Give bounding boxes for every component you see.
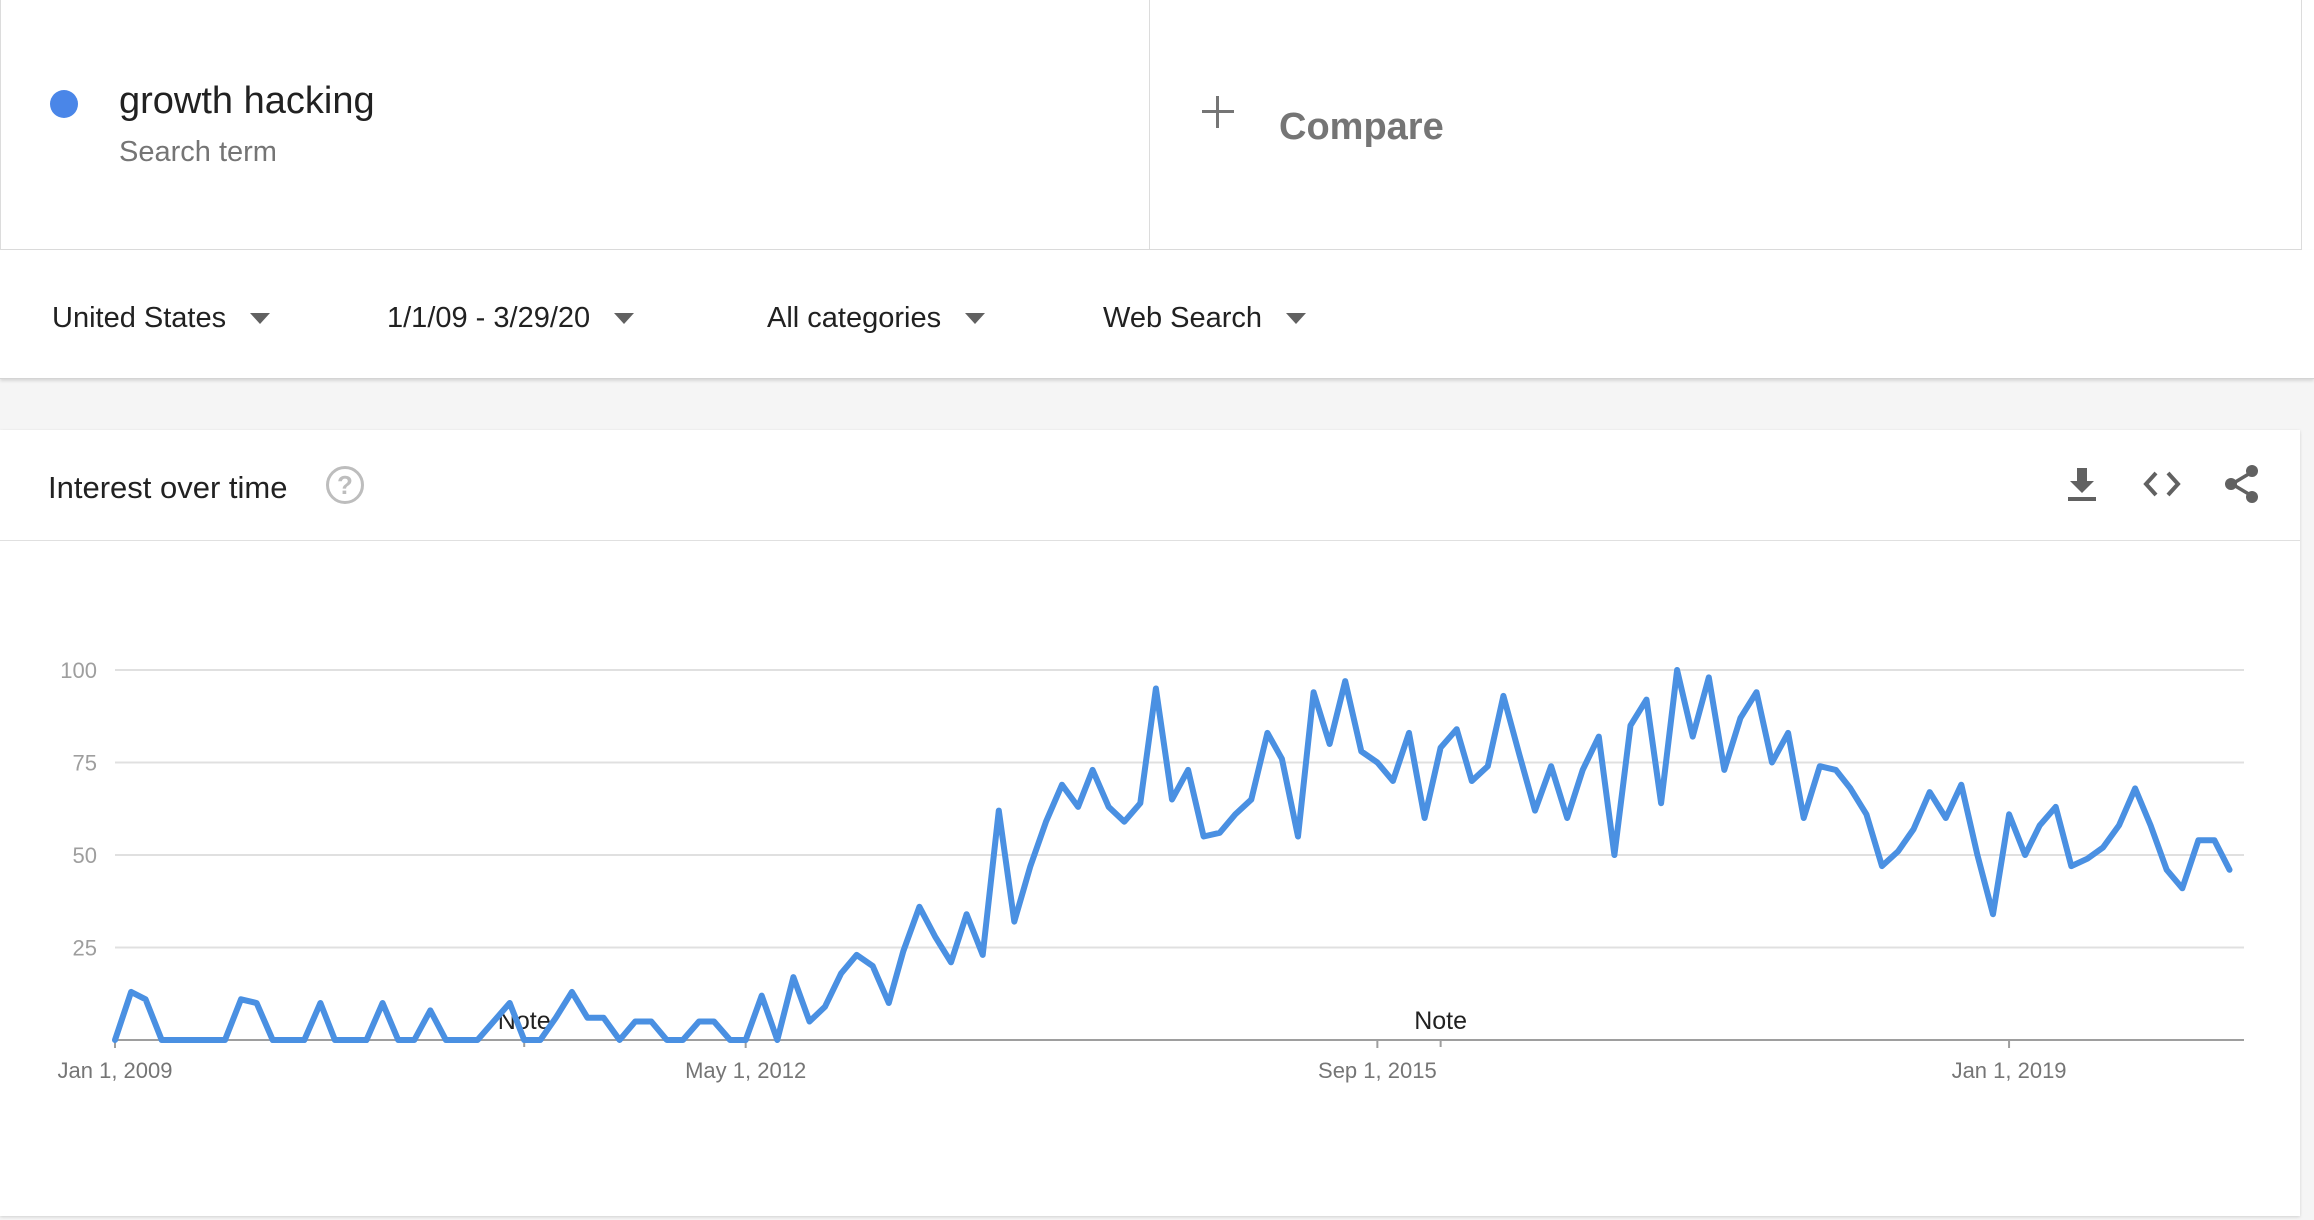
date-range-label: 1/1/09 - 3/29/20	[387, 302, 591, 334]
x-tick-label: May 1, 2012	[685, 1058, 806, 1083]
y-tick-label: 75	[73, 751, 97, 776]
compare-label: Compare	[1279, 106, 1444, 148]
x-tick-label: Jan 1, 2009	[58, 1058, 173, 1083]
card-header: Interest over time ?	[0, 430, 2300, 541]
dropdown-arrow-icon	[1286, 313, 1307, 324]
y-tick-label: 50	[73, 843, 97, 868]
share-icon[interactable]	[2220, 462, 2264, 506]
annotation-label: Note	[498, 1007, 551, 1035]
x-tick-label: Sep 1, 2015	[1318, 1058, 1437, 1083]
card-title: Interest over time	[48, 470, 288, 505]
interest-over-time-card: Interest over time ? 25 50 75 100 Jan 1, 200…	[0, 430, 2300, 1216]
y-tick-label: 25	[73, 936, 97, 961]
filter-bar: United States 1/1/09 - 3/29/20 All categ…	[0, 250, 2314, 379]
embed-icon[interactable]	[2140, 462, 2184, 506]
search-type-label: Web Search	[1103, 302, 1263, 334]
search-term-subtitle: Search term	[119, 136, 277, 168]
y-tick-label: 100	[60, 658, 97, 683]
x-tick-label: Jan 1, 2019	[1952, 1058, 2067, 1083]
trend-chart: 25 50 75 100 Jan 1, 2009 May 1, 2012 Sep 1, 20…	[58, 658, 2244, 1083]
search-type-dropdown[interactable]: Web Search	[1103, 302, 1307, 335]
search-term-card[interactable]: growth hacking Search term	[0, 0, 1150, 250]
dropdown-arrow-icon	[965, 313, 986, 324]
dropdown-arrow-icon	[614, 313, 635, 324]
plus-icon	[1202, 96, 1234, 128]
region-label: United States	[52, 302, 227, 334]
explore-header: growth hacking Search term Compare	[0, 0, 2314, 378]
download-icon[interactable]	[2060, 462, 2104, 506]
dropdown-arrow-icon	[250, 313, 271, 324]
compare-button[interactable]: Compare	[1150, 0, 2302, 250]
region-dropdown[interactable]: United States	[52, 302, 271, 335]
annotation-label: Note	[1414, 1007, 1467, 1035]
category-dropdown[interactable]: All categories	[767, 302, 986, 335]
help-icon[interactable]: ?	[326, 466, 364, 504]
search-term-name[interactable]: growth hacking	[119, 80, 375, 122]
date-range-dropdown[interactable]: 1/1/09 - 3/29/20	[387, 302, 635, 335]
series-line	[112, 667, 2233, 1043]
category-label: All categories	[767, 302, 942, 334]
series-color-dot	[50, 90, 78, 118]
